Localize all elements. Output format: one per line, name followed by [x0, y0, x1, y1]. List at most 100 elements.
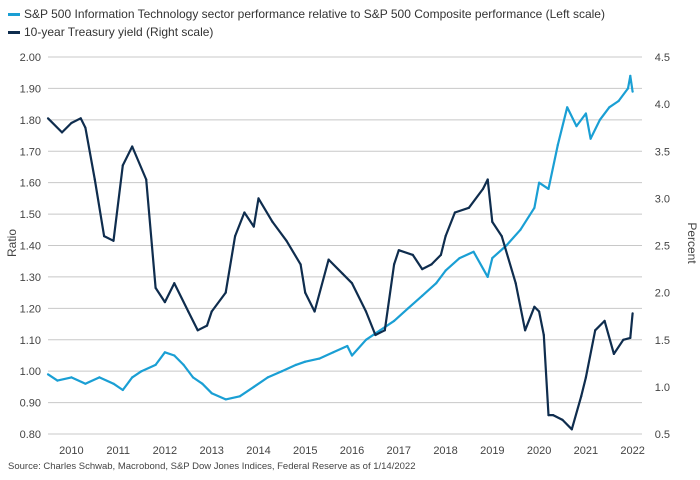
x-tick-label: 2020 [527, 445, 551, 457]
treasury-yield-point [612, 352, 616, 355]
y-tick-label-left: 1.60 [20, 178, 41, 190]
treasury-yield-point [243, 211, 246, 214]
x-tick-label: 2015 [293, 445, 317, 457]
tech-ratio-point [575, 125, 578, 128]
tech-ratio-point [486, 275, 489, 278]
treasury-yield-point [327, 258, 330, 261]
tech-ratio-point [163, 351, 166, 354]
tech-ratio-point [191, 376, 195, 379]
x-tick-label: 2016 [340, 445, 364, 457]
treasury-yield-point [163, 301, 166, 304]
treasury-yield-point [341, 272, 344, 275]
tech-ratio-point [56, 379, 59, 382]
x-tick-label: 2014 [246, 445, 270, 457]
treasury-yield-point [112, 239, 115, 242]
treasury-yield-point [411, 253, 414, 256]
tech-ratio-point [173, 354, 176, 357]
treasury-yield-point [271, 220, 274, 223]
tech-ratio-point [84, 382, 87, 385]
tech-ratio-point [566, 106, 569, 109]
tech-ratio-point [505, 244, 508, 247]
treasury-yield-point [514, 282, 517, 285]
tech-ratio-point [472, 250, 475, 253]
y-tick-label-left: 1.70 [20, 146, 41, 158]
tech-ratio-point [70, 376, 73, 379]
treasury-yield-point [205, 324, 209, 327]
treasury-yield-point [257, 197, 260, 200]
treasury-yield-point [524, 329, 527, 332]
tech-ratio-point [112, 382, 115, 385]
treasury-yield-point [481, 187, 485, 190]
treasury-yield-point [421, 268, 424, 271]
treasury-yield-point [154, 286, 157, 289]
treasury-yield-point [79, 117, 82, 120]
x-tick-label: 2019 [480, 445, 504, 457]
x-tick-label: 2017 [387, 445, 411, 457]
treasury-yield-point [570, 428, 573, 431]
treasury-yield-point [285, 239, 288, 242]
x-tick-label: 2012 [153, 445, 177, 457]
treasury-yield-point [364, 310, 368, 313]
tech-ratio-point [154, 363, 157, 366]
y-tick-label-right: 2.5 [655, 241, 670, 253]
treasury-yield-point [467, 206, 470, 209]
tech-ratio-point [435, 282, 438, 285]
series-lines [46, 74, 634, 431]
tech-ratio-point [631, 90, 634, 93]
tech-ratio-point [182, 363, 185, 366]
tech-ratio-point [379, 329, 382, 332]
tech-ratio-point [393, 319, 396, 322]
y-tick-label-left: 0.90 [20, 398, 41, 410]
treasury-yield-point [210, 310, 213, 313]
tech-ratio-line [47, 74, 634, 401]
treasury-yield-point [374, 333, 377, 337]
y-tick-label-right: 0.5 [655, 429, 670, 441]
tech-ratio-point [444, 269, 447, 272]
treasury-yield-point [145, 178, 148, 181]
tech-ratio-point [584, 112, 588, 115]
treasury-yield-point [491, 220, 494, 223]
tech-ratio-point [350, 354, 354, 357]
treasury-yield-point [453, 211, 456, 214]
x-tick-label: 2010 [59, 445, 83, 457]
tech-ratio-point [458, 257, 461, 260]
treasury-yield-point [603, 319, 606, 322]
y-tick-label-right: 2.0 [655, 288, 670, 300]
treasury-yield-point [580, 395, 583, 398]
y-tick-label-left: 1.50 [20, 209, 41, 221]
tech-ratio-point [304, 360, 307, 363]
legend-item-tech-ratio: S&P 500 Information Technology sector pe… [8, 5, 605, 23]
legend-label-treasury-yield: 10-year Treasury yield (Right scale) [24, 25, 214, 39]
treasury-yield-point [538, 310, 541, 313]
tech-ratio-point [598, 118, 602, 121]
tech-ratio-point [556, 143, 559, 147]
treasury-yield-point [60, 131, 64, 134]
treasury-yield-point [444, 235, 447, 238]
tech-ratio-point [318, 357, 321, 360]
tech-ratio-point [629, 74, 632, 77]
treasury-yield-point [131, 145, 134, 148]
tech-ratio-point [238, 395, 241, 398]
treasury-yield-point [121, 164, 124, 167]
x-tick-label: 2011 [106, 445, 130, 457]
tech-ratio-point [547, 187, 550, 190]
treasury-yield-point [542, 333, 545, 337]
y-tick-label-right: 3.0 [655, 193, 670, 205]
y-tick-label-left: 1.90 [20, 83, 41, 95]
treasury-yield-point [46, 117, 50, 120]
treasury-yield-point [103, 235, 106, 238]
y-tick-label-right: 1.5 [655, 335, 670, 347]
y-axis-label-right: Percent [685, 222, 699, 264]
grid-lines [48, 56, 642, 435]
legend-swatch-treasury-yield [8, 30, 20, 34]
tech-ratio-point [346, 344, 349, 348]
y-tick-label-right: 4.0 [655, 99, 670, 111]
x-axis-ticks: 2010 2011 2012 2013 2014 2015 2016 2017 2018 2019… [59, 445, 645, 457]
treasury-yield-point [397, 249, 400, 252]
tech-ratio-point [131, 376, 134, 379]
tech-ratio-point [519, 228, 522, 231]
y-tick-label-right: 1.0 [655, 382, 670, 394]
tech-ratio-point [407, 307, 410, 310]
legend: S&P 500 Information Technology sector pe… [8, 5, 605, 41]
y-tick-label-left: 1.10 [20, 335, 41, 347]
